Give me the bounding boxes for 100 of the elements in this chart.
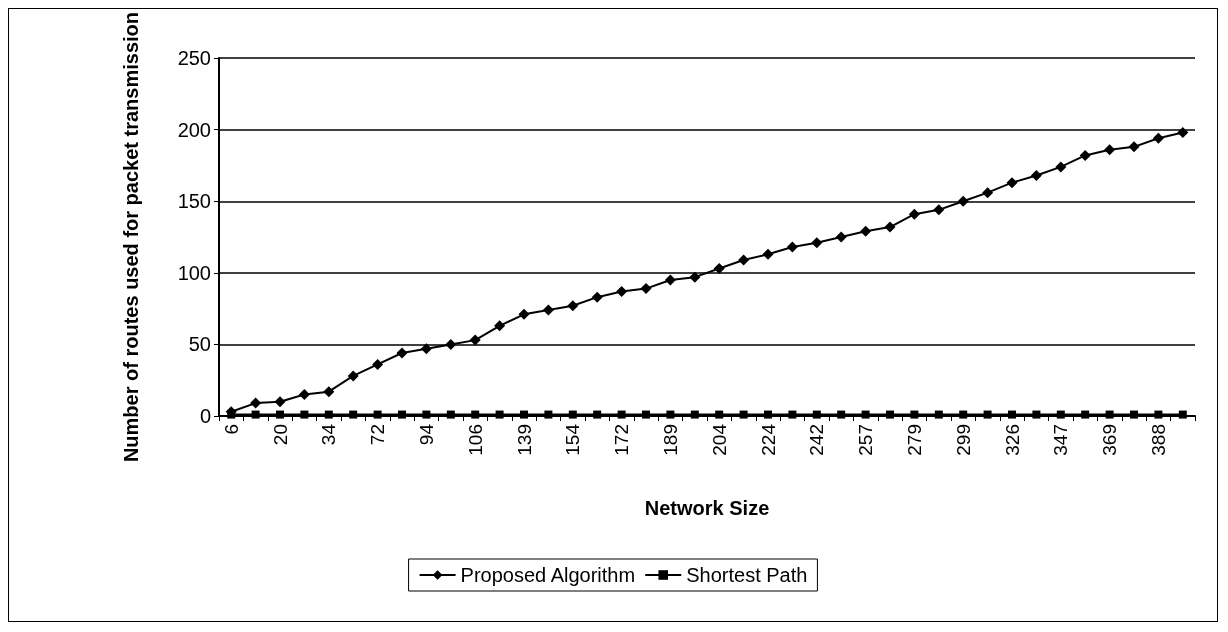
x-tick-label: 106 bbox=[464, 424, 486, 456]
point bbox=[591, 291, 603, 303]
point bbox=[908, 208, 920, 220]
x-tick-label: 139 bbox=[513, 424, 535, 456]
point bbox=[786, 241, 798, 253]
point bbox=[495, 410, 504, 419]
point bbox=[251, 410, 260, 419]
point bbox=[420, 343, 432, 355]
point bbox=[544, 410, 553, 419]
point bbox=[1006, 177, 1018, 189]
point bbox=[1104, 144, 1116, 156]
x-tick-label: 94 bbox=[415, 423, 437, 446]
y-tick-label: 50 bbox=[188, 333, 211, 356]
point bbox=[884, 221, 896, 233]
point bbox=[1081, 410, 1090, 419]
point bbox=[593, 410, 602, 419]
point bbox=[518, 308, 530, 320]
x-tick-label: 257 bbox=[855, 424, 877, 456]
point bbox=[959, 410, 968, 419]
point bbox=[715, 410, 724, 419]
point bbox=[642, 410, 650, 419]
x-tick-label: 34 bbox=[318, 423, 340, 446]
point bbox=[982, 187, 994, 199]
point bbox=[300, 410, 309, 419]
point bbox=[983, 410, 992, 419]
x-tick-label: 299 bbox=[952, 424, 974, 456]
point bbox=[640, 283, 652, 295]
point bbox=[323, 386, 335, 398]
point bbox=[837, 410, 846, 419]
point bbox=[1055, 161, 1067, 173]
point bbox=[788, 410, 797, 419]
point bbox=[835, 231, 847, 243]
x-axis-title: Network Size bbox=[644, 497, 770, 519]
x-tick-label: 189 bbox=[659, 424, 681, 456]
point bbox=[298, 389, 310, 401]
x-tick-label: 347 bbox=[1050, 424, 1072, 456]
y-tick-label: 100 bbox=[177, 261, 211, 284]
y-tick-label: 150 bbox=[177, 190, 211, 213]
point bbox=[861, 410, 870, 419]
point bbox=[1152, 132, 1164, 144]
point bbox=[1154, 410, 1163, 419]
y-tick-label: 0 bbox=[199, 405, 211, 427]
x-tick-label: 6 bbox=[220, 424, 242, 435]
x-tick-label: 369 bbox=[1099, 424, 1121, 456]
point bbox=[274, 396, 286, 408]
point bbox=[250, 397, 262, 409]
point bbox=[347, 370, 359, 382]
point bbox=[542, 304, 554, 316]
point bbox=[910, 410, 919, 419]
point bbox=[713, 263, 725, 275]
x-tick-label: 204 bbox=[708, 423, 730, 456]
point bbox=[934, 410, 943, 419]
x-tick-label: 172 bbox=[611, 424, 633, 456]
point bbox=[396, 347, 408, 359]
point bbox=[1105, 410, 1114, 419]
x-tick-label: 242 bbox=[806, 424, 828, 456]
point bbox=[1079, 149, 1091, 161]
point bbox=[1178, 410, 1187, 419]
x-tick-label: 72 bbox=[367, 424, 389, 446]
legend-label: Proposed Algorithm bbox=[460, 564, 636, 586]
x-tick-label: 388 bbox=[1147, 424, 1169, 456]
x-tick-label: 154 bbox=[562, 423, 584, 456]
point bbox=[227, 410, 236, 419]
y-tick-label: 200 bbox=[177, 118, 211, 141]
point bbox=[349, 410, 358, 419]
point bbox=[1130, 410, 1138, 419]
point bbox=[738, 254, 750, 266]
y-tick-label: 250 bbox=[177, 47, 211, 70]
point bbox=[567, 300, 579, 312]
point bbox=[764, 410, 772, 419]
point bbox=[690, 410, 699, 419]
point bbox=[446, 410, 455, 419]
point bbox=[372, 358, 384, 370]
point bbox=[616, 285, 628, 297]
x-tick-label: 20 bbox=[269, 424, 291, 446]
legend-label: Shortest Path bbox=[686, 564, 808, 586]
point bbox=[373, 410, 382, 419]
point bbox=[520, 410, 528, 419]
x-tick-label: 279 bbox=[903, 424, 925, 456]
point bbox=[1128, 141, 1140, 153]
point bbox=[1177, 127, 1189, 139]
point bbox=[811, 237, 823, 249]
point bbox=[276, 410, 284, 419]
point bbox=[324, 410, 333, 419]
point bbox=[933, 204, 945, 216]
point bbox=[422, 410, 431, 419]
point bbox=[1032, 410, 1041, 419]
point bbox=[398, 410, 406, 419]
point bbox=[739, 410, 748, 419]
point bbox=[666, 410, 675, 419]
point bbox=[886, 410, 894, 419]
point bbox=[1030, 169, 1042, 181]
point bbox=[689, 271, 701, 283]
point bbox=[494, 320, 506, 332]
point bbox=[445, 338, 457, 350]
point bbox=[762, 248, 774, 260]
point bbox=[812, 410, 821, 419]
point bbox=[471, 410, 480, 419]
x-tick-label: 326 bbox=[1001, 424, 1023, 456]
point bbox=[469, 334, 481, 346]
